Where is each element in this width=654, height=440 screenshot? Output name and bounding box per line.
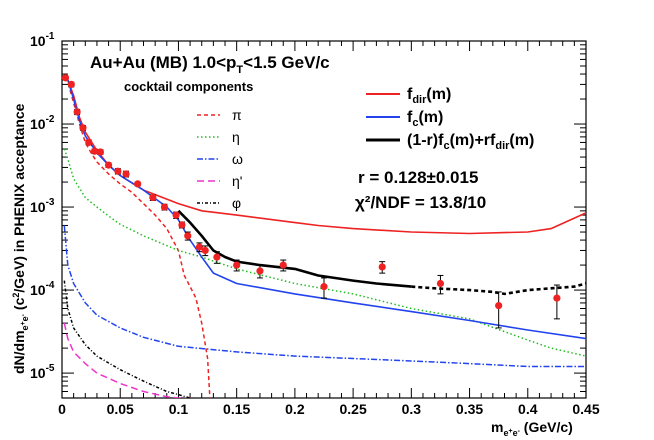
data-point [279,261,287,269]
curve-omega [63,225,586,368]
y-tick-label: 10-4 [30,280,55,298]
data-point [104,161,113,169]
x-tick-label: 0.2 [285,401,305,417]
curve-etaprime [63,322,201,398]
data-point [114,167,122,175]
cocktail-label: η [232,129,240,145]
data-point [495,302,503,310]
curve-fsum_ext [411,282,586,296]
chi2-value: χ²/NDF = 13.8/10 [355,193,486,212]
curve-fdir [62,76,586,235]
data-point [73,108,81,116]
x-tick-label: 0.45 [572,401,599,417]
cocktail-legend: πηω η' φ [197,107,243,211]
cocktail-label: π [232,107,242,123]
cocktail-label: φ [232,195,241,211]
chart-title: Au+Au (MB) 1.0<pT<1.5 GeV/c [90,53,330,76]
curve-eta [63,148,586,357]
data-point [553,294,561,302]
cocktail-label: η' [232,173,242,189]
data-point [85,138,93,147]
x-tick-label: 0.35 [456,401,483,417]
x-tick-label: 0.05 [107,401,134,417]
data-point [67,80,75,89]
y-tick-labels: 10-1 10-2 10-3 10-4 10-5 [30,31,55,381]
data-point [149,193,157,202]
curve-fc [62,75,586,340]
data-point [436,279,445,288]
x-tick-label: 0 [58,401,66,417]
cocktail-label: ω [232,151,243,167]
data-point [160,203,169,211]
x-tick-label: 0.15 [223,401,250,417]
r-value: r = 0.128±0.015 [358,168,478,187]
data-point [184,232,192,240]
data-point [178,221,186,229]
x-axis-label: me+e- (GeV/c) [491,419,573,438]
data-point [256,267,264,275]
data-point [61,74,70,82]
x-tick-label: 0.25 [339,401,366,417]
y-tick-label: 10-1 [30,31,55,49]
data-point [91,147,99,155]
data-point [172,211,180,219]
x-tick-label: 0.1 [169,401,189,417]
fit-legend: fdir(m) fc(m) (1-r)fc(m)+rfdir(m) [366,86,534,152]
plot-frame [61,40,587,399]
x-tick-labels: 0 0.05 0.1 0.15 0.2 0.25 0.3 0.35 0.4 0.45 [58,401,600,417]
data-point [233,261,241,269]
data-point [79,124,87,132]
legend-fdir-label: fdir(m) [407,86,451,106]
data-point [320,283,328,291]
legend-fsum-label: (1-r)fc(m)+rfdir(m) [407,132,534,152]
data-point [96,148,105,156]
curve-fsum [177,209,412,288]
curve-phi [63,280,201,398]
data-point [213,253,221,261]
data-points [61,74,561,329]
data-point [201,246,209,255]
legend-fc-label: fc(m) [407,109,443,129]
data-point [134,180,142,188]
curves [62,75,586,398]
y-tick-label: 10-3 [30,197,55,215]
data-point [195,243,204,251]
cocktail-header: cocktail components [124,79,253,94]
data-point [378,263,386,271]
axis-ticks [61,40,587,398]
data-point [122,170,130,178]
y-axis-label: dN/dme+e- (c2/GeV) in PHENIX acceptance [11,103,30,374]
x-tick-label: 0.3 [402,401,422,417]
y-tick-label: 10-5 [30,363,55,381]
x-tick-label: 0.4 [518,401,538,417]
y-tick-label: 10-2 [30,114,55,132]
